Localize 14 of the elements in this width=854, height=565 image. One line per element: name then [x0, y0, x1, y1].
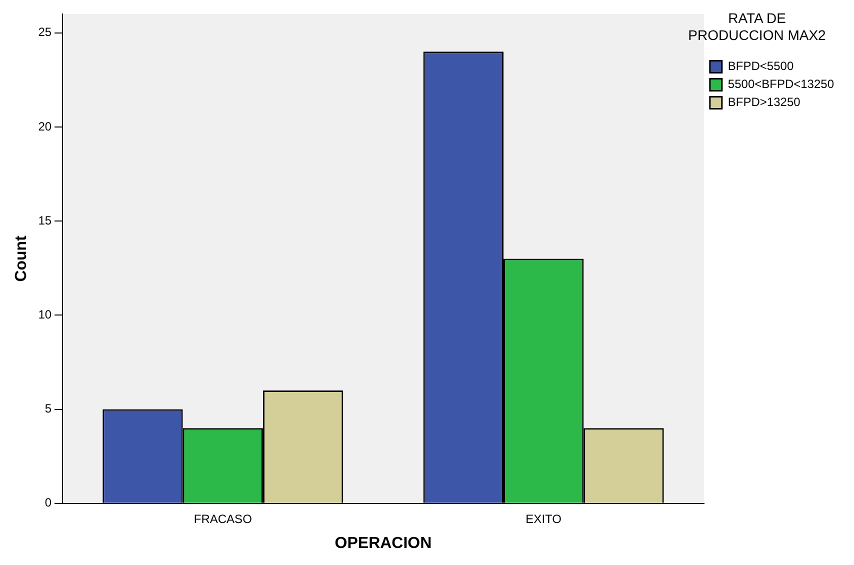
y-tick-label: 5	[44, 402, 52, 416]
y-tick-label: 20	[38, 119, 52, 134]
legend-title: RATA DE PRODUCCION MAX2	[687, 10, 827, 44]
y-axis-title: Count	[13, 234, 30, 282]
x-axis-title: OPERACION	[334, 534, 432, 552]
legend-label: 5500<BFPD<13250	[728, 77, 834, 92]
x-tick-label: EXITO	[526, 512, 562, 526]
x-tick-label: FRACASO	[194, 512, 252, 526]
legend-label: BFPD<5500	[728, 59, 794, 74]
y-tick-label: 10	[38, 307, 52, 322]
y-tick-label: 15	[38, 213, 52, 228]
legend-label: BFPD>13250	[728, 95, 801, 110]
y-tick-label: 0	[44, 496, 52, 510]
y-tick-label: 25	[38, 25, 52, 40]
